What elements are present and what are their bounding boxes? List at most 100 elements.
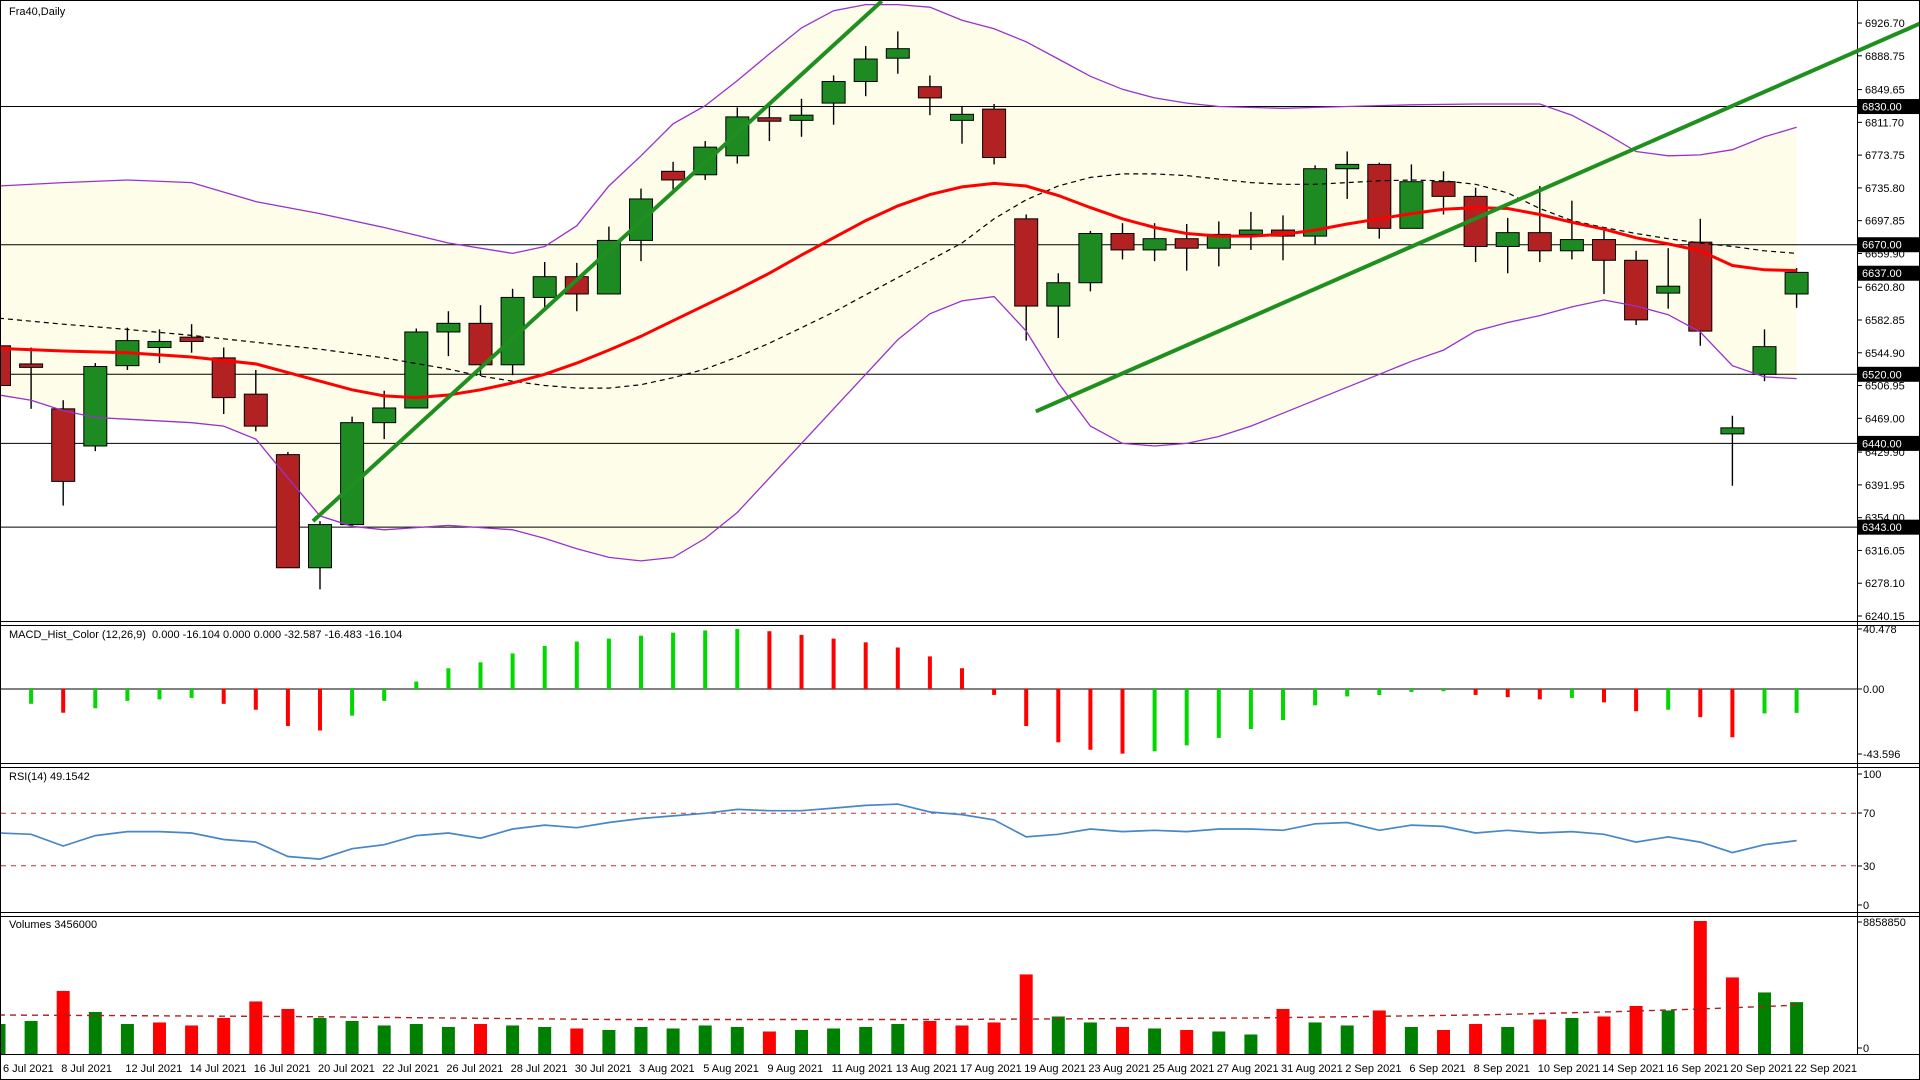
volume-scale-label: 0 — [1863, 1043, 1869, 1055]
trendline-up-july[interactable] — [311, 1, 884, 523]
volume-bar — [1276, 1008, 1290, 1054]
rsi-line[interactable] — [1, 803, 1797, 860]
candle-body — [1559, 239, 1584, 252]
macd-panel[interactable] — [1, 629, 1857, 754]
macd-histogram-bar — [478, 662, 483, 689]
volume-bar — [1340, 1025, 1354, 1054]
date-axis-label: 23 Aug 2021 — [1088, 1063, 1150, 1075]
candle-body — [19, 363, 44, 368]
rsi-scale-label: 100 — [1863, 769, 1881, 781]
macd-histogram-bar — [735, 629, 740, 689]
macd-histogram-bar — [382, 689, 387, 701]
volume-bar — [345, 1020, 359, 1054]
macd-histogram-bar — [606, 638, 611, 689]
candle-body — [308, 524, 332, 569]
volume-bar — [409, 1023, 423, 1054]
fast-ma-red-line[interactable] — [1, 181, 1797, 400]
date-axis-label: 8 Jul 2021 — [61, 1063, 112, 1075]
macd-histogram-bar — [927, 656, 932, 689]
date-axis-label: 6 Sep 2021 — [1409, 1063, 1465, 1075]
highlighted-price-label: 6637.00 — [1862, 268, 1902, 280]
price-axis-tick-label: 6582.85 — [1865, 315, 1905, 327]
bollinger-upper-line[interactable] — [1, 3, 1797, 255]
candle-body — [179, 336, 204, 342]
trendline-up-september[interactable] — [1035, 21, 1920, 414]
macd-histogram-bar — [1762, 689, 1767, 714]
date-axis-label: 11 Aug 2021 — [832, 1063, 893, 1075]
candle-body — [1624, 259, 1649, 321]
time-axis[interactable]: 6 Jul 2021 8 Jul 2021 12 Jul 2021 14 Jul 20… — [3, 1063, 1857, 1075]
volume-bar — [923, 1020, 937, 1054]
rsi-panel[interactable] — [1, 803, 1857, 867]
volumes-panel[interactable] — [1, 921, 1804, 1054]
price-axis-tick-label: 6316.05 — [1865, 545, 1905, 557]
macd-histogram-bar — [1024, 689, 1029, 727]
highlighted-price-label: 6440.00 — [1862, 438, 1902, 450]
macd-histogram-bar — [1794, 689, 1799, 713]
candle-body — [1399, 181, 1424, 229]
volume-bar — [153, 1022, 166, 1054]
macd-histogram-bar — [29, 689, 34, 704]
candle-body — [789, 114, 814, 121]
candle-body — [853, 58, 878, 82]
macd-histogram-bar — [671, 632, 676, 689]
macd-histogram-bar — [1473, 689, 1478, 695]
volume-bar — [313, 1017, 327, 1054]
macd-histogram-bar — [895, 647, 900, 689]
date-axis-label: 25 Aug 2021 — [1153, 1063, 1215, 1075]
candle-body — [83, 366, 108, 447]
candle-body — [1078, 233, 1103, 284]
candle-body — [757, 117, 782, 122]
macd-histogram-bar — [189, 689, 194, 698]
volume-bar — [281, 1008, 295, 1054]
candle-body — [1014, 218, 1039, 307]
date-axis-label: 12 Jul 2021 — [125, 1063, 182, 1075]
candle-body — [1720, 427, 1745, 435]
date-axis-label: 16 Jul 2021 — [254, 1063, 311, 1075]
volume-bar — [1180, 1029, 1194, 1054]
volume-bar — [1661, 1010, 1675, 1054]
volume-bar — [987, 1022, 1001, 1054]
date-axis-label: 14 Sep 2021 — [1602, 1063, 1664, 1075]
volume-bar — [827, 1028, 841, 1054]
price-axis-tick-label: 6697.85 — [1865, 216, 1905, 228]
volume-bar — [249, 1001, 263, 1054]
candle-body — [1046, 282, 1071, 307]
macd-histogram-bar — [1698, 689, 1703, 718]
macd-histogram-bar — [1345, 689, 1350, 697]
macd-histogram-bar — [1216, 689, 1221, 738]
slow-ma-dashed-line[interactable] — [1, 173, 1797, 389]
candle-body — [661, 170, 686, 181]
date-axis-label: 6 Jul 2021 — [3, 1063, 54, 1075]
price-axis[interactable]: 6926.70 6888.75 6849.65 6811.70 6773.75 6735.… — [1857, 18, 1920, 1055]
candlesticks — [1, 31, 1809, 590]
macd-histogram-bar — [414, 681, 419, 689]
candle-body — [1110, 233, 1135, 251]
date-axis-label: 2 Sep 2021 — [1345, 1063, 1401, 1075]
volume-bar — [666, 1028, 680, 1054]
macd-histogram-bar — [992, 689, 997, 695]
macd-histogram-bar — [1666, 689, 1671, 710]
candle-body — [372, 407, 397, 424]
volume-bar — [570, 1028, 584, 1054]
macd-histogram-bar — [1602, 689, 1606, 703]
price-axis-tick-label: 6620.80 — [1865, 282, 1905, 294]
candle-body — [917, 86, 942, 99]
macd-histogram-bar — [350, 689, 355, 716]
candle-body — [243, 393, 268, 427]
macd-histogram-bar — [93, 689, 98, 709]
volume-bar — [1148, 1028, 1162, 1054]
macd-histogram-bar — [1537, 689, 1542, 700]
price-axis-tick-label: 6773.75 — [1865, 150, 1905, 162]
highlighted-price-tag — [1858, 435, 1919, 451]
volume-bar — [217, 1017, 231, 1054]
bollinger-lower-line[interactable] — [1, 295, 1797, 562]
price-panel[interactable] — [1, 3, 1857, 590]
volume-bar — [1629, 1005, 1643, 1054]
candle-body — [564, 276, 589, 295]
price-axis-tick-label: 6888.75 — [1865, 51, 1905, 63]
date-axis-label: 28 Jul 2021 — [511, 1063, 568, 1075]
macd-histogram-bar — [639, 635, 643, 689]
